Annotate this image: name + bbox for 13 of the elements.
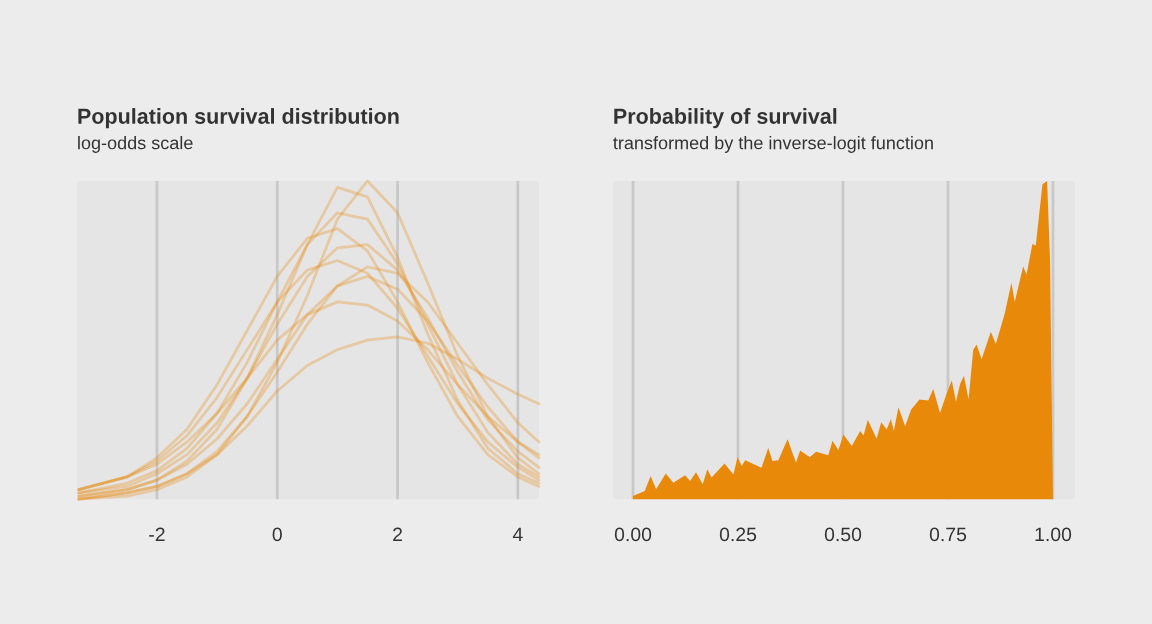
x-tick-label: 0.25: [719, 527, 757, 542]
x-tick-label: 0.00: [614, 527, 652, 542]
chart-subtitle: transformed by the inverse-logit function: [613, 136, 933, 153]
chart-title: Probability of survival: [614, 108, 837, 129]
x-tick-label: 2: [393, 527, 402, 542]
x-tick-label: 0.75: [929, 527, 967, 542]
chart-title: Population survival distribution: [78, 108, 399, 129]
x-tick-label: 1.00: [1035, 527, 1072, 542]
chart-subtitle: log-odds scale: [78, 136, 193, 153]
x-tick-label: 4: [512, 527, 523, 542]
x-tick-label: 0.50: [824, 527, 862, 542]
x-tick-label: -2: [149, 527, 165, 542]
x-tick-label: 0: [272, 527, 282, 542]
